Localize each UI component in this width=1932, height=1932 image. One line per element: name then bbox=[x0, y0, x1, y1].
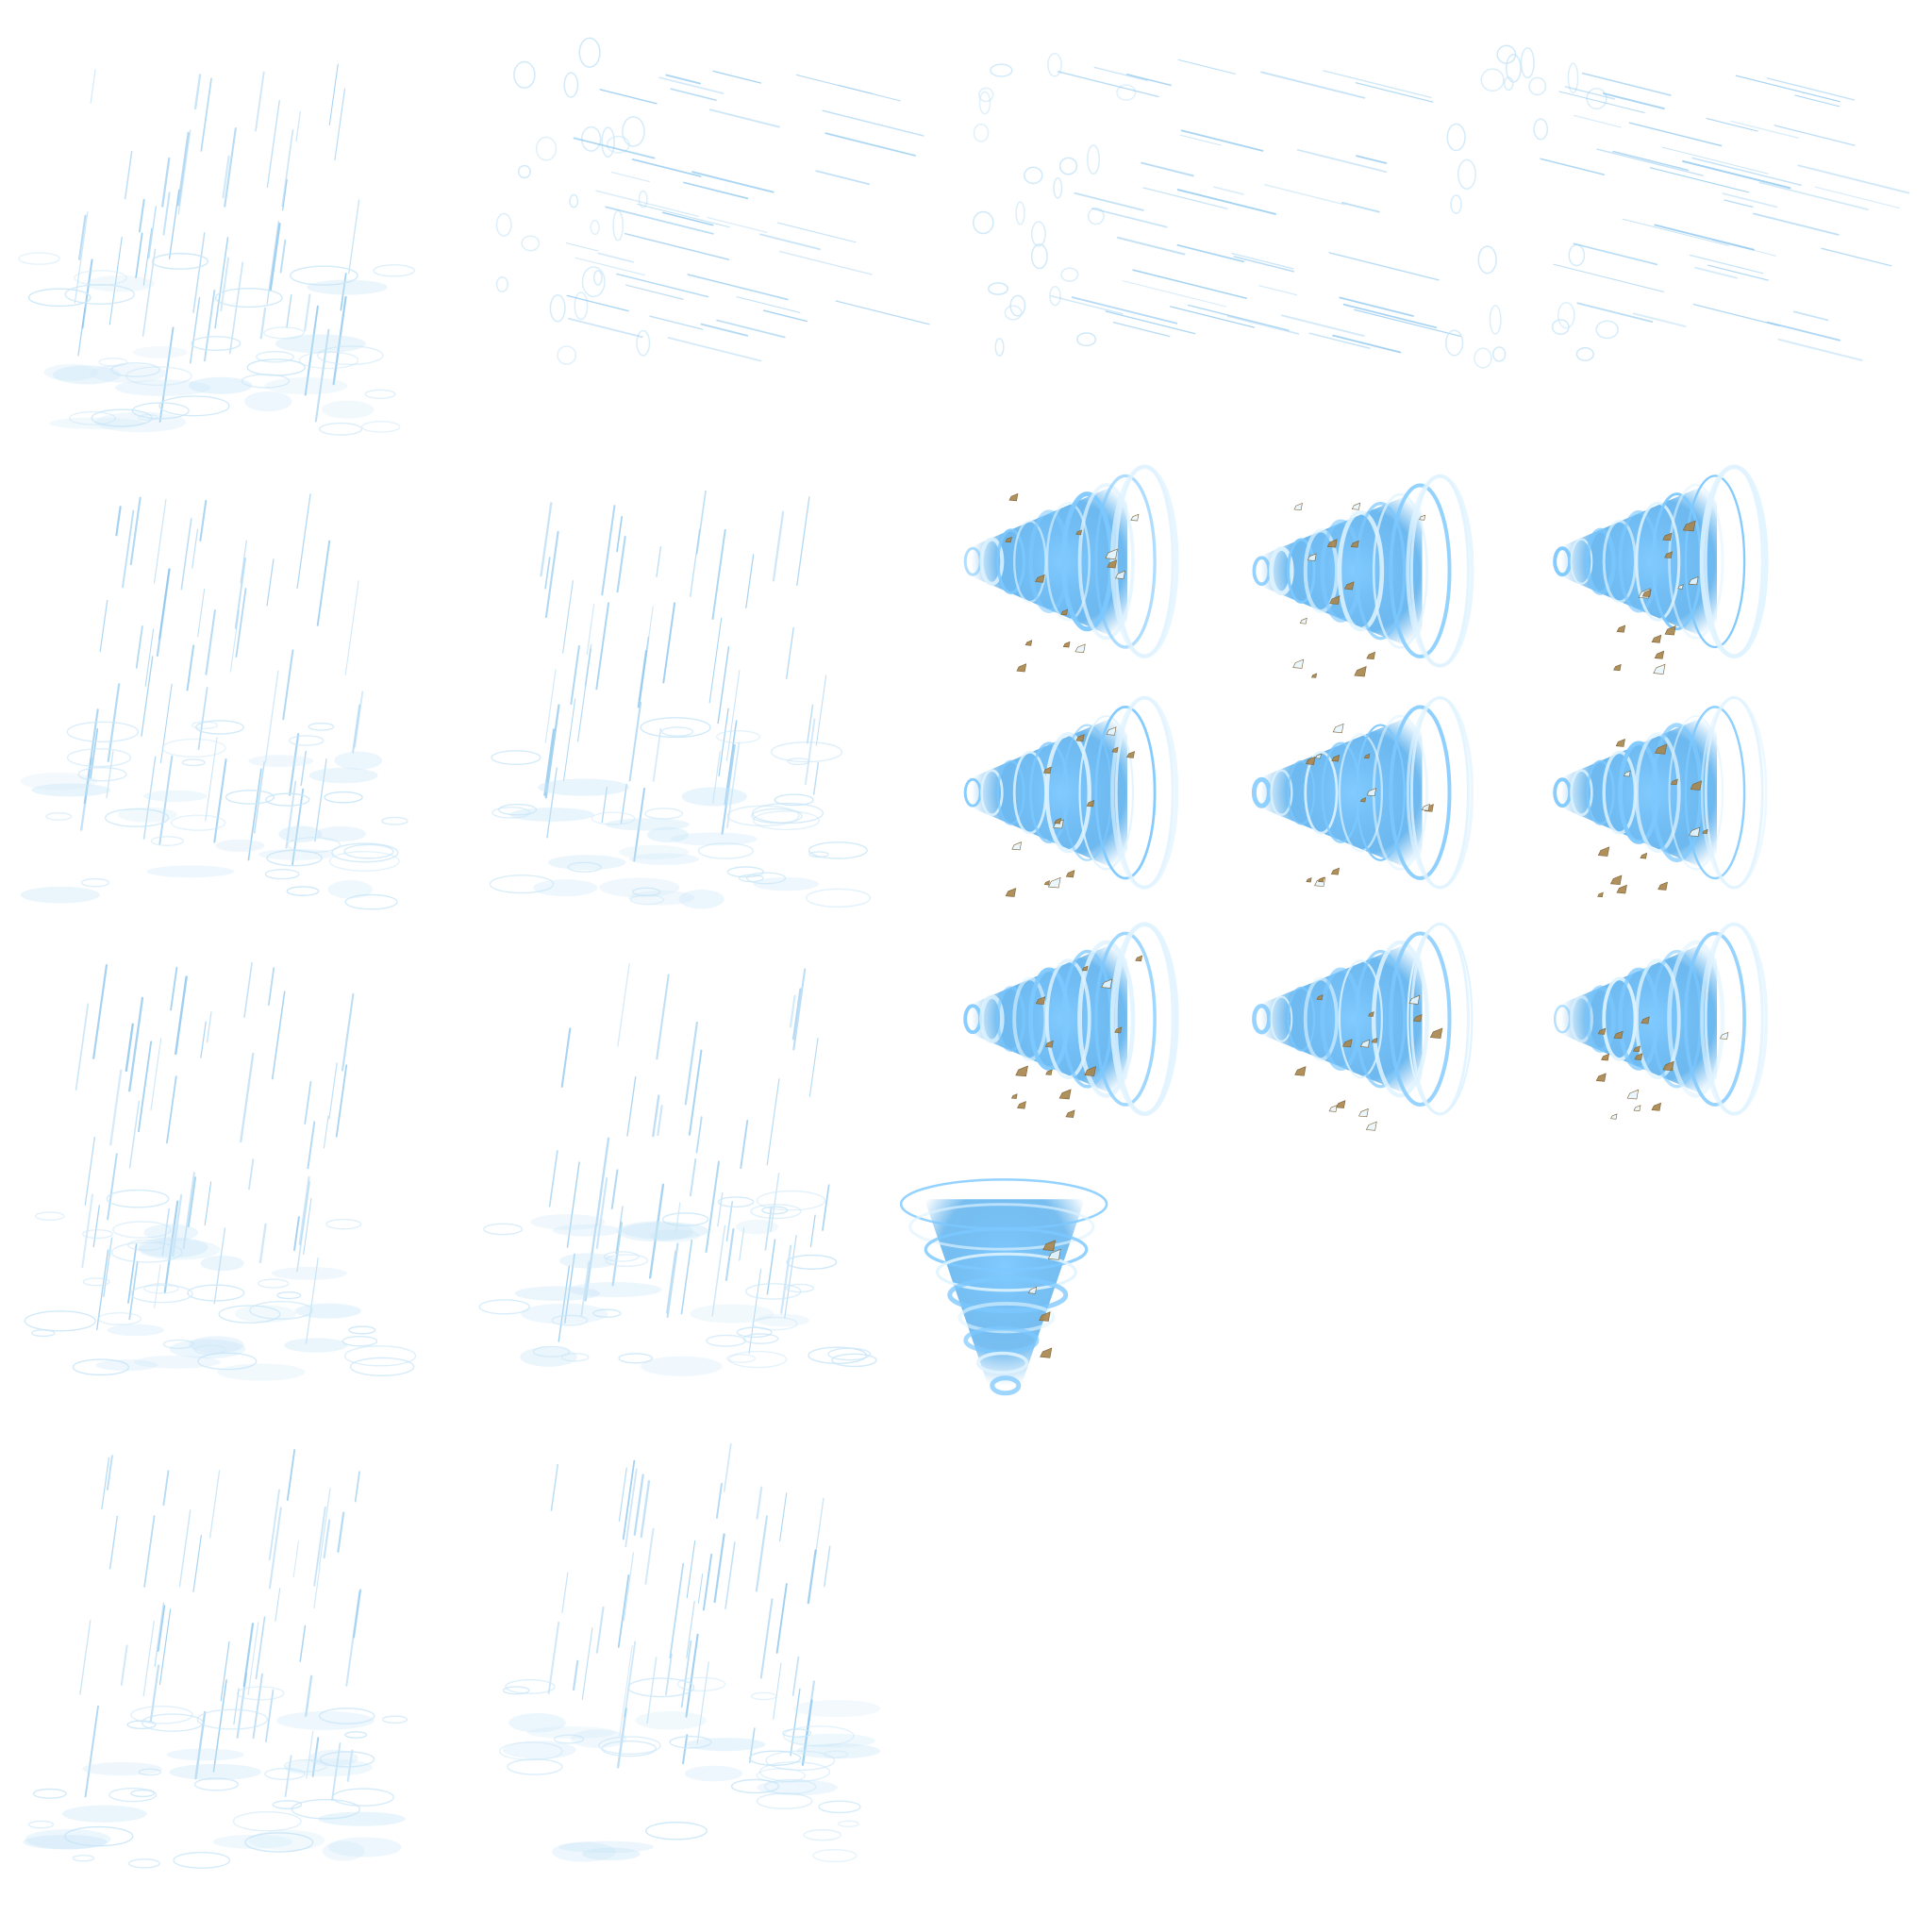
rain-splash-frame-art bbox=[973, 53, 1461, 357]
tornado-frame-art bbox=[1552, 695, 1768, 898]
rain-splash-frame bbox=[481, 28, 930, 396]
rain-frame bbox=[481, 1434, 881, 1887]
rain-splash-frame-art bbox=[495, 37, 930, 365]
rain-frame-art bbox=[489, 490, 872, 909]
tornado-frame-art bbox=[962, 922, 1179, 1118]
tornado-frame bbox=[943, 910, 1189, 1137]
rain-frame bbox=[478, 953, 877, 1396]
tornado-frame bbox=[1231, 910, 1486, 1137]
tornado-up-frame bbox=[899, 1170, 1141, 1415]
tornado-frame-art bbox=[1552, 922, 1769, 1120]
tornado-frame bbox=[1533, 910, 1778, 1137]
tornado-frame bbox=[1533, 684, 1778, 910]
rain-frame bbox=[19, 481, 415, 924]
tornado-up-frame-art bbox=[899, 1178, 1108, 1396]
tornado-frame-art bbox=[1552, 464, 1769, 675]
rain-frame-art bbox=[18, 63, 415, 436]
rain-frame-art bbox=[499, 1442, 881, 1863]
rain-frame-art bbox=[23, 1449, 408, 1869]
rain-splash-frame-art bbox=[1445, 44, 1910, 369]
rain-frame bbox=[19, 953, 417, 1396]
tornado-frame bbox=[943, 453, 1189, 679]
rain-frame-art bbox=[478, 962, 877, 1376]
tornado-frame bbox=[1231, 462, 1486, 689]
tornado-frame-art bbox=[1251, 695, 1474, 890]
tornado-frame-art bbox=[1251, 922, 1474, 1131]
tornado-frame bbox=[943, 684, 1189, 910]
rain-frame-art bbox=[20, 493, 408, 910]
tornado-frame bbox=[1231, 684, 1486, 910]
tornado-frame bbox=[1533, 453, 1778, 679]
rain-frame bbox=[481, 481, 877, 924]
rain-frame bbox=[19, 1434, 415, 1887]
rain-splash-frame bbox=[962, 28, 1461, 396]
tornado-frame-art bbox=[962, 464, 1179, 673]
rain-splash-frame bbox=[1434, 28, 1910, 396]
rain-frame-art bbox=[24, 961, 417, 1381]
tornado-frame-art bbox=[1251, 474, 1474, 678]
tornado-frame-art bbox=[962, 695, 1179, 897]
rain-frame bbox=[18, 19, 415, 453]
